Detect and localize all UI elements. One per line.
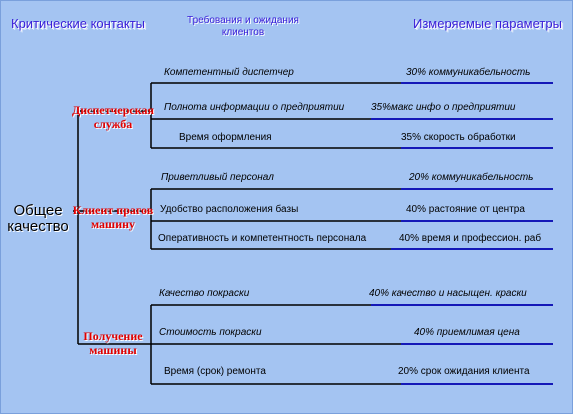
header-requirements-line-1: Требования и ожидания xyxy=(187,15,299,26)
requirement-1-1: Компетентный диспетчер xyxy=(164,67,294,78)
requirement-3-1: Качество покраски xyxy=(159,288,250,299)
requirement-2-1: Приветливый персонал xyxy=(161,172,274,183)
root-node: Общее качество xyxy=(1,203,75,235)
category-car-pickup: Получение машины xyxy=(71,329,155,357)
root-line-2: качество xyxy=(7,218,69,235)
category-car-pickup-line-1: Получение xyxy=(83,329,143,343)
category-car-pickup-line-2: машины xyxy=(89,343,137,357)
header-requirements-line-2: клиентов xyxy=(221,27,265,38)
requirement-3-2: Стоимость покраски xyxy=(159,327,262,338)
requirement-3-3: Время (срок) ремонта xyxy=(164,366,266,377)
category-car-intake: Клиент прагов машину xyxy=(71,203,155,231)
header-requirements: Требования и ожидания клиентов xyxy=(173,15,313,39)
requirement-2-3: Оперативность и компетентность персонала xyxy=(158,233,367,244)
parameter-3-2: 40% приемлимая цена xyxy=(414,327,520,338)
root-line-1: Общее xyxy=(13,202,63,219)
category-dispatch-line-1: Диспетчерская xyxy=(72,103,154,117)
parameter-1-3: 35% скорость обработки xyxy=(401,132,516,143)
parameter-1-1: 30% коммуникабельность xyxy=(406,67,531,78)
parameter-3-1: 40% качество и насыщен. краски xyxy=(369,288,527,299)
parameter-2-2: 40% растояние от центра xyxy=(406,204,525,215)
requirement-1-2: Полнота информации о предприятии xyxy=(164,102,345,113)
category-car-intake-line-2: машину xyxy=(90,217,136,231)
parameter-3-3: 20% срок ожидания клиента xyxy=(398,366,530,377)
category-car-intake-line-1: Клиент прагов xyxy=(72,203,154,217)
parameter-2-1: 20% коммуникабельность xyxy=(409,172,534,183)
header-measured-params: Измеряемые параметры xyxy=(413,16,562,31)
header-critical-contacts: Критические контакты xyxy=(11,16,145,31)
category-dispatch-line-2: служба xyxy=(93,117,133,131)
parameter-1-2: 35%макс инфо о предприятии xyxy=(371,102,516,113)
requirement-1-3: Время оформления xyxy=(179,132,272,143)
requirement-2-2: Удобство расположения базы xyxy=(160,204,299,215)
parameter-2-3: 40% время и профессион. раб xyxy=(399,233,542,244)
category-dispatch: Диспетчерская служба xyxy=(71,103,155,131)
